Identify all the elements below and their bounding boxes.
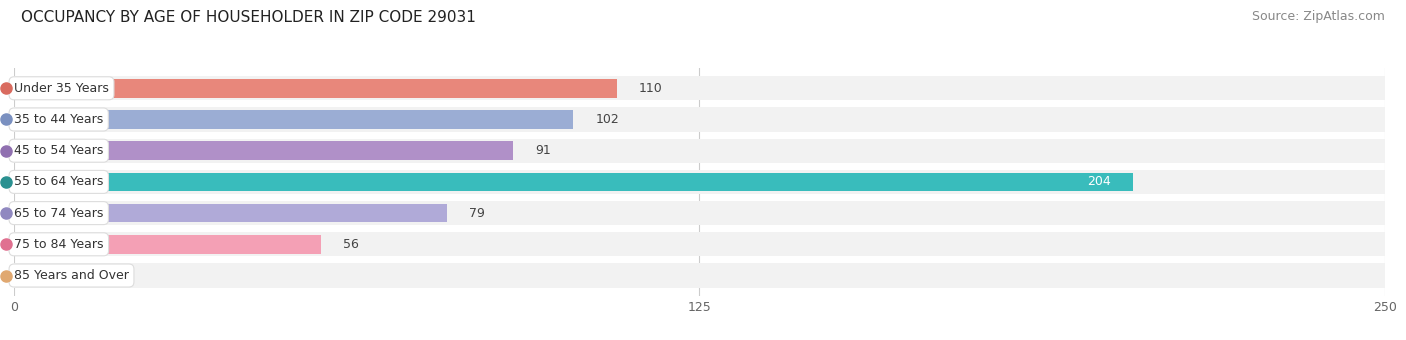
Text: 35 to 44 Years: 35 to 44 Years (14, 113, 103, 126)
Text: 79: 79 (470, 207, 485, 220)
Bar (14, 79, 617, 98)
Text: 12: 12 (101, 269, 118, 282)
Bar (14, 204, 447, 222)
Bar (14, 232, 1385, 256)
Bar (14, 110, 574, 129)
Text: 75 to 84 Years: 75 to 84 Years (14, 238, 104, 251)
Bar (14, 266, 80, 285)
Text: 85 Years and Over: 85 Years and Over (14, 269, 129, 282)
Text: 91: 91 (534, 144, 551, 157)
Text: 204: 204 (1087, 175, 1111, 188)
Text: 56: 56 (343, 238, 359, 251)
Bar (14, 141, 513, 160)
Text: 45 to 54 Years: 45 to 54 Years (14, 144, 104, 157)
Text: 102: 102 (595, 113, 619, 126)
Bar (14, 170, 1385, 194)
Text: 65 to 74 Years: 65 to 74 Years (14, 207, 104, 220)
Bar (14, 235, 321, 254)
Bar (14, 201, 1385, 225)
Text: Source: ZipAtlas.com: Source: ZipAtlas.com (1251, 10, 1385, 23)
Bar (14, 107, 1385, 132)
Text: 55 to 64 Years: 55 to 64 Years (14, 175, 104, 188)
Text: Under 35 Years: Under 35 Years (14, 82, 108, 95)
Bar (14, 138, 1385, 163)
Text: OCCUPANCY BY AGE OF HOUSEHOLDER IN ZIP CODE 29031: OCCUPANCY BY AGE OF HOUSEHOLDER IN ZIP C… (21, 10, 477, 25)
Bar (14, 264, 1385, 288)
Bar (14, 172, 1133, 191)
Bar (14, 76, 1385, 100)
Text: 110: 110 (640, 82, 662, 95)
